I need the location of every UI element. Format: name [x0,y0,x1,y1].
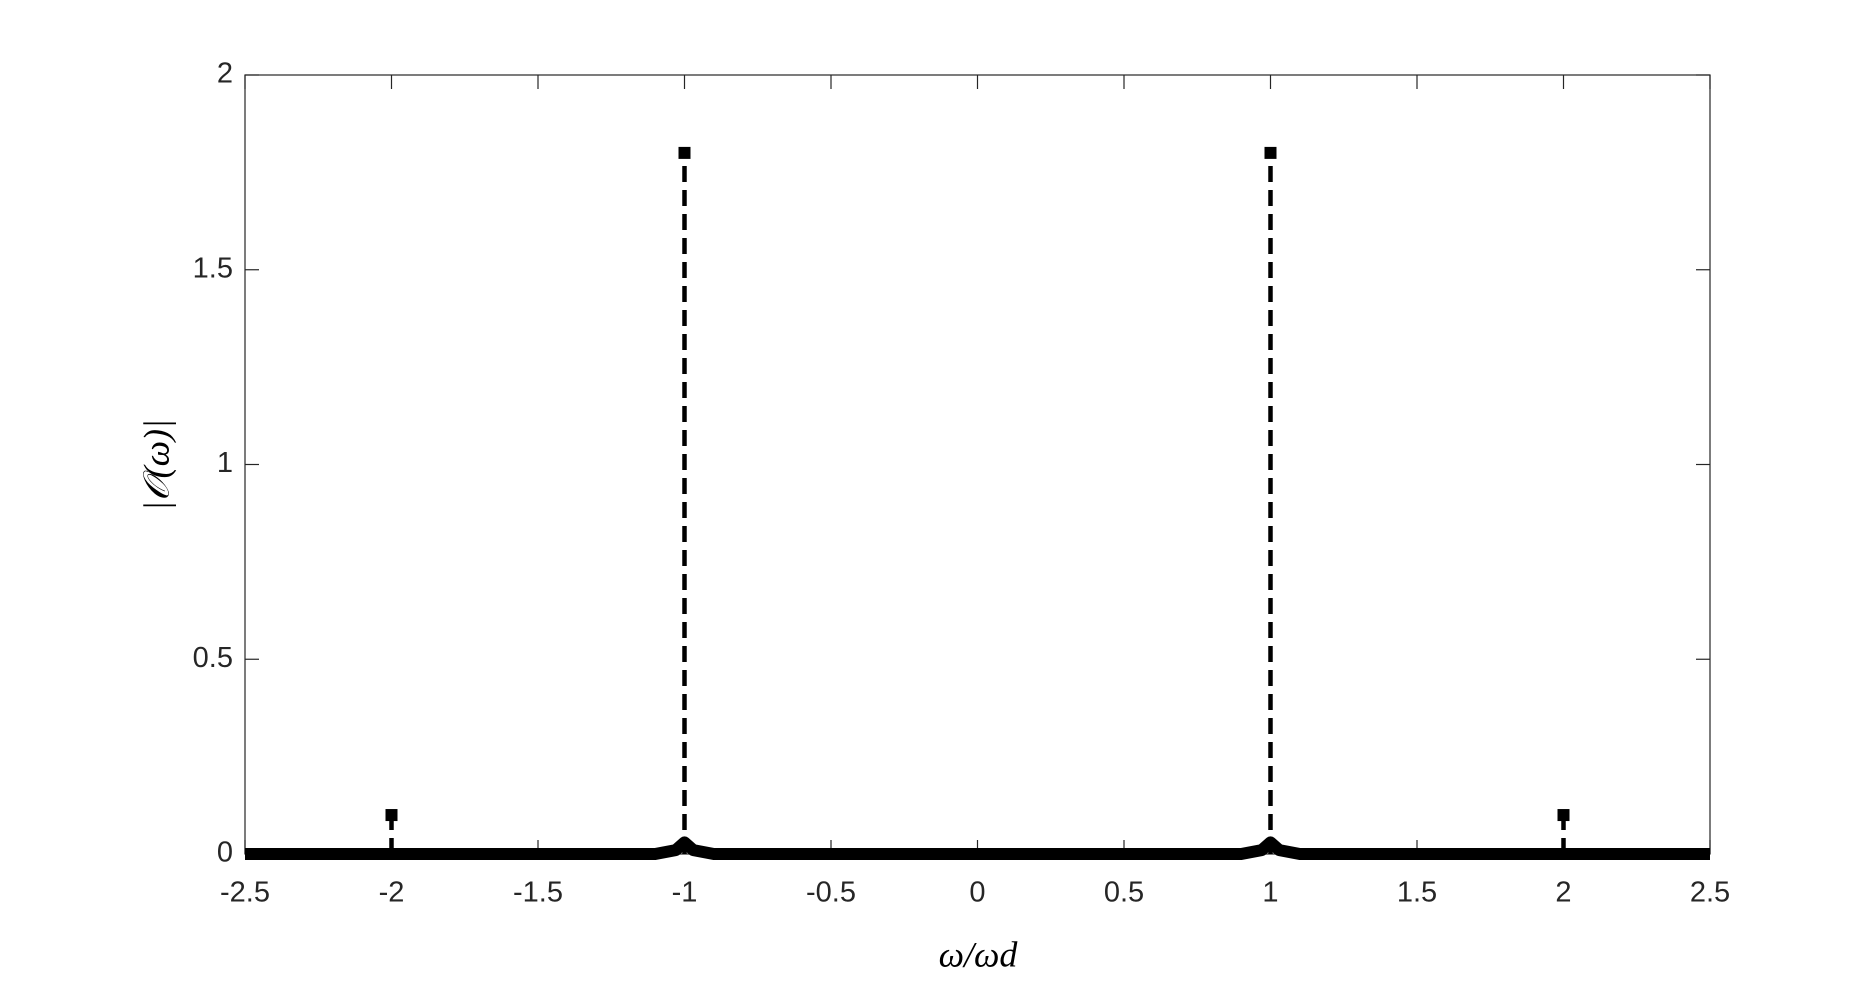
x-axis-label: ω/ωd [939,934,1019,974]
y-tick-label: 1 [217,447,233,479]
stem-marker [385,809,398,822]
y-tick-label: 2 [217,58,233,90]
y-tick-label: 0 [217,837,233,869]
y-tick-label: 1.5 [193,252,233,284]
stem-marker [678,146,691,159]
plot-area [244,74,1711,855]
x-tick-label: 1 [1262,877,1278,909]
x-tick-label: -2.5 [220,877,270,909]
y-tick-label: 0.5 [193,642,233,674]
x-tick-label: -0.5 [806,877,856,909]
x-tick-label: -1 [672,877,698,909]
x-tick-label: 0 [969,877,985,909]
x-tick-label: 2 [1555,877,1571,909]
x-tick-label: 2.5 [1690,877,1730,909]
x-tick-label: 0.5 [1104,877,1144,909]
stem-marker [1557,809,1570,822]
spectrum-line [245,836,1710,860]
y-axis-label: |𝒪(ω)| [136,419,176,511]
x-tick-label: -2 [379,877,405,909]
x-tick-label: -1.5 [513,877,563,909]
stem-marker [1264,146,1277,159]
x-tick-label: 1.5 [1397,877,1437,909]
